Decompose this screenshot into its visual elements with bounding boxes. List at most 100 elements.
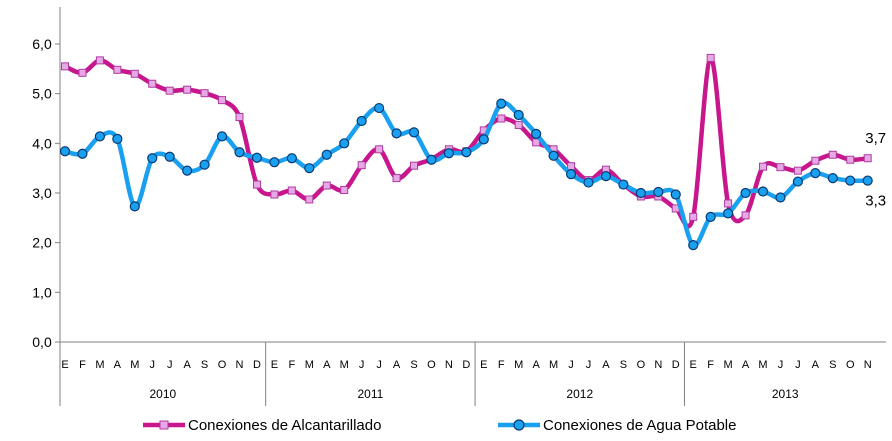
data-point-marker [321, 149, 332, 160]
month-tick-label: D [253, 359, 261, 371]
data-point-marker [478, 134, 489, 145]
data-point-marker [513, 109, 524, 121]
data-point-marker [148, 79, 157, 88]
y-tick-label: 3,0 [32, 185, 52, 201]
month-tick-label: D [462, 359, 470, 371]
data-point-marker [514, 120, 523, 129]
data-point-marker [567, 162, 576, 171]
data-point-marker [408, 127, 420, 138]
data-point-marker [410, 161, 418, 170]
month-tick-label: E [271, 359, 278, 371]
month-tick-label: F [498, 359, 505, 371]
month-tick-label: J [376, 359, 382, 371]
series-layer: 3,7 3,3 [59, 53, 886, 251]
month-tick-label: M [340, 359, 349, 371]
month-tick-label: M [549, 359, 558, 371]
data-point-marker [339, 138, 350, 149]
month-tick-label: O [637, 359, 646, 371]
data-point-marker [688, 240, 699, 251]
month-tick-label: J [359, 359, 365, 371]
data-point-marker [357, 161, 366, 170]
data-point-marker [322, 181, 331, 190]
data-point-marker [653, 186, 664, 198]
data-point-marker [129, 201, 140, 212]
data-point-marker [182, 165, 193, 176]
data-point-marker [113, 65, 122, 74]
month-tick-label: D [672, 359, 680, 371]
data-point-marker [130, 69, 139, 78]
data-point-marker [828, 150, 837, 159]
data-point-marker [287, 186, 296, 195]
data-point-marker [810, 168, 821, 179]
data-point-marker [251, 152, 263, 163]
legend-label: Conexiones de Alcantarillado [188, 417, 381, 434]
data-point-marker [792, 176, 804, 187]
data-point-marker [670, 189, 681, 200]
data-point-marker [234, 147, 245, 158]
data-point-marker [340, 186, 349, 195]
data-point-marker [61, 62, 69, 71]
month-tick-label: A [323, 359, 331, 371]
month-tick-label: A [114, 359, 122, 371]
data-point-marker [862, 175, 873, 186]
data-point-marker [775, 192, 786, 203]
data-point-marker [600, 171, 612, 182]
end-value-label: 3,7 [865, 130, 886, 147]
month-tick-label: M [305, 359, 314, 371]
month-tick-label: M [514, 359, 523, 371]
month-tick-label: J [568, 359, 574, 371]
data-point-marker [443, 148, 454, 159]
legend-marker [159, 420, 169, 430]
data-point-marker [147, 153, 158, 164]
month-tick-label: M [95, 359, 104, 371]
month-tick-label: F [707, 359, 714, 371]
y-tick-label: 0,0 [32, 334, 52, 350]
month-tick-label: A [742, 359, 750, 371]
legend-label: Conexiones de Agua Potable [543, 417, 736, 434]
y-tick-label: 4,0 [32, 135, 52, 151]
data-point-marker [235, 113, 244, 122]
month-tick-label: O [427, 359, 436, 371]
y-tick-label: 1,0 [32, 284, 52, 300]
data-point-marker [199, 159, 210, 170]
data-point-marker [827, 173, 838, 184]
y-tick-label: 6,0 [32, 36, 52, 52]
month-tick-label: A [183, 359, 191, 371]
data-point-marker [757, 186, 769, 197]
month-tick-label: A [532, 359, 540, 371]
data-point-marker [776, 163, 785, 172]
series-alcantarillado: 3,7 [61, 53, 886, 229]
month-tick-label: A [393, 359, 401, 371]
data-point-marker [392, 174, 401, 183]
data-point-marker [531, 128, 542, 139]
month-tick-label: S [410, 359, 417, 371]
year-label: 2010 [149, 387, 176, 401]
month-tick-label: O [846, 359, 855, 371]
end-value-label: 3,3 [865, 193, 886, 210]
month-tick-label: S [620, 359, 627, 371]
data-point-marker [216, 131, 228, 142]
month-tick-label: S [201, 359, 208, 371]
data-point-marker [724, 199, 733, 208]
legend: Conexiones de Alcantarillado Conexiones d… [143, 417, 736, 434]
data-point-marker [305, 195, 314, 204]
legend-item: Conexiones de Agua Potable [498, 417, 736, 434]
data-point-marker [78, 68, 87, 77]
y-tick-label: 2,0 [32, 235, 52, 251]
legend-marker [513, 419, 525, 431]
month-tick-label: M [724, 359, 733, 371]
data-point-marker [375, 145, 384, 154]
data-point-marker [635, 187, 646, 199]
data-point-marker [269, 157, 280, 168]
month-tick-label: N [445, 359, 453, 371]
month-tick-label: J [795, 359, 801, 371]
series-agua-potable: 3,3 [59, 98, 886, 251]
data-point-marker [845, 175, 856, 186]
data-point-marker [77, 148, 88, 159]
data-point-marker [165, 86, 174, 95]
data-point-marker [496, 98, 507, 109]
data-point-marker [461, 147, 472, 158]
data-point-marker [740, 187, 751, 199]
month-tick-label: F [79, 359, 86, 371]
